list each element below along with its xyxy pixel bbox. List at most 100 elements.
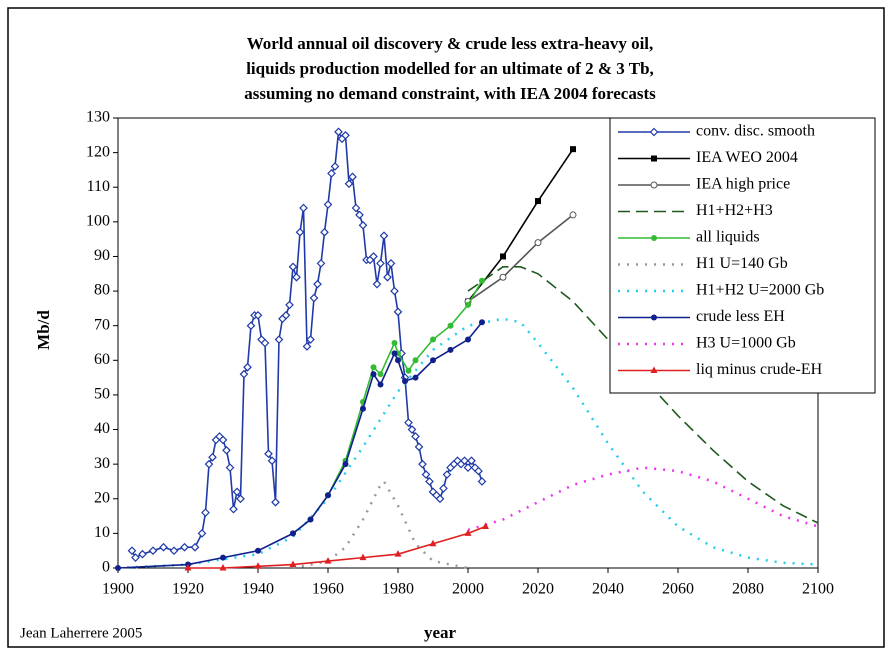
marker	[355, 210, 364, 220]
y-tick-label: 80	[94, 282, 110, 299]
marker	[569, 211, 577, 219]
marker	[201, 508, 210, 517]
x-tick-label: 2100	[802, 581, 834, 598]
marker	[288, 262, 298, 272]
marker	[418, 459, 427, 469]
marker	[138, 549, 147, 559]
marker	[421, 470, 431, 479]
marker	[442, 470, 452, 479]
marker	[358, 220, 368, 230]
marker	[243, 362, 252, 372]
marker	[412, 374, 419, 381]
x-axis-label: year	[424, 623, 457, 642]
marker	[246, 321, 256, 331]
marker	[467, 456, 476, 466]
y-tick-label: 40	[94, 420, 110, 437]
marker	[386, 259, 396, 268]
marker	[411, 432, 420, 441]
marker	[236, 494, 245, 504]
marker	[414, 442, 424, 452]
x-tick-label: 2060	[662, 581, 694, 598]
marker	[391, 350, 398, 357]
marker	[222, 445, 231, 455]
marker	[477, 477, 487, 486]
marker	[377, 371, 384, 378]
y-tick-label: 120	[86, 143, 110, 160]
marker	[239, 369, 249, 379]
marker	[327, 169, 336, 178]
marker	[535, 198, 541, 205]
marker	[274, 335, 284, 344]
marker	[377, 381, 384, 388]
legend-label: H1+H2 U=2000 Gb	[696, 282, 824, 299]
marker	[260, 338, 270, 348]
marker	[651, 314, 657, 321]
marker	[255, 547, 261, 554]
marker	[534, 239, 542, 247]
marker	[344, 179, 354, 189]
marker	[464, 529, 472, 536]
marker	[299, 203, 308, 213]
marker	[341, 130, 350, 140]
marker	[127, 546, 137, 556]
x-tick-label: 1940	[242, 581, 274, 598]
marker	[254, 562, 262, 569]
marker	[370, 364, 377, 371]
legend-label: IEA high price	[696, 176, 790, 193]
marker	[264, 449, 273, 459]
marker	[324, 557, 332, 564]
marker	[395, 357, 401, 364]
marker	[289, 560, 297, 568]
marker	[225, 463, 235, 472]
y-tick-label: 10	[94, 524, 110, 541]
y-tick-label: 110	[87, 178, 110, 195]
marker	[651, 155, 657, 162]
legend-label: H1+H2+H3	[696, 202, 773, 219]
marker	[302, 342, 312, 351]
marker	[649, 127, 659, 137]
marker	[320, 227, 329, 237]
series-line	[467, 214, 574, 303]
marker	[220, 554, 226, 561]
legend-label: all liquids	[696, 229, 760, 246]
legend-label: IEA WEO 2004	[696, 149, 798, 166]
marker	[391, 340, 398, 346]
x-tick-label: 2040	[592, 581, 624, 598]
marker	[500, 253, 506, 260]
marker	[307, 516, 314, 523]
y-tick-label: 90	[94, 247, 110, 264]
legend-label: H3 U=1000 Gb	[696, 335, 796, 352]
marker	[351, 203, 361, 213]
chart-title: assuming no demand constraint, with IEA …	[244, 84, 656, 103]
y-tick-label: 60	[94, 351, 110, 368]
marker	[323, 200, 333, 209]
marker	[292, 272, 301, 282]
marker	[383, 272, 392, 282]
marker	[204, 459, 214, 469]
marker	[295, 227, 305, 237]
marker	[482, 522, 489, 529]
y-tick-label: 100	[86, 213, 110, 230]
legend-label: H1 U=140 Gb	[696, 255, 788, 272]
marker	[430, 336, 436, 343]
marker	[218, 435, 228, 445]
marker	[447, 346, 454, 353]
marker	[402, 378, 408, 385]
marker	[404, 418, 413, 427]
marker	[159, 542, 168, 552]
marker	[394, 550, 402, 557]
marker	[460, 456, 469, 466]
marker	[342, 461, 349, 468]
marker	[325, 492, 331, 499]
marker	[474, 466, 483, 476]
marker	[309, 293, 319, 303]
marker	[359, 553, 367, 561]
marker	[463, 463, 473, 472]
x-tick-label: 1900	[102, 581, 134, 598]
marker	[425, 477, 434, 486]
legend-box	[609, 117, 876, 394]
marker	[316, 259, 326, 268]
x-tick-label: 1920	[172, 581, 204, 598]
marker	[148, 546, 158, 556]
